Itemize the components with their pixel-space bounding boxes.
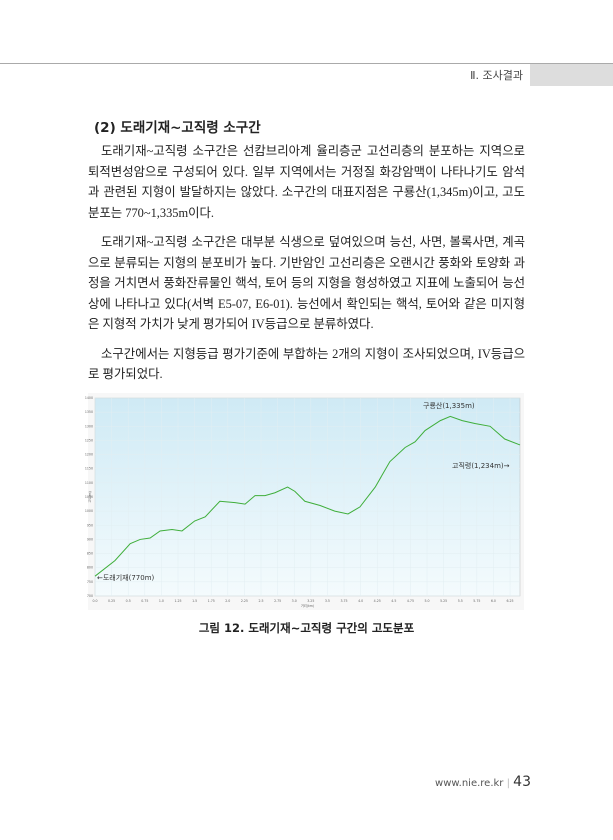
x-tick-label: 1.75 (208, 599, 215, 603)
y-tick-label: 800 (87, 566, 93, 570)
annotation: 고직령(1,234m)→ (452, 461, 510, 470)
y-tick-label: 750 (87, 580, 93, 584)
y-tick-label: 850 (87, 552, 93, 556)
x-tick-label: 1.5 (192, 599, 197, 603)
x-tick-label: 3.25 (307, 599, 314, 603)
header-section: Ⅱ. 조사결과 (470, 69, 523, 82)
x-tick-label: 3.5 (325, 599, 330, 603)
footer-url: www.nie.re.kr (435, 778, 504, 789)
footer: www.nie.re.kr | 43 (435, 774, 531, 790)
y-axis-label: 고도(m) (88, 491, 92, 502)
x-tick-label: 1.0 (159, 599, 164, 603)
x-tick-label: 4.25 (374, 599, 381, 603)
y-tick-label: 900 (87, 537, 93, 541)
annotation: ←도래기재(770m) (97, 573, 155, 582)
paragraph: 도래기재~고직령 소구간은 대부분 식생으로 덮여있으며 능선, 사면, 볼록사… (88, 235, 525, 331)
x-tick-label: 5.25 (440, 599, 447, 603)
x-tick-label: 4.75 (407, 599, 414, 603)
header-rule (0, 63, 613, 64)
y-tick-label: 950 (87, 523, 93, 527)
figure-caption: 그림 12. 도래기재~고직령 구간의 고도분포 (198, 621, 415, 635)
x-tick-label: 4.5 (391, 599, 396, 603)
x-tick-label: 0.25 (108, 599, 115, 603)
x-tick-label: 5.5 (458, 599, 463, 603)
y-tick-label: 700 (87, 594, 93, 598)
page-number: 43 (513, 774, 531, 790)
x-axis-label: 거리(km) (301, 603, 314, 608)
header-tab (530, 64, 613, 86)
x-tick-label: 6.0 (491, 599, 496, 603)
y-tick-label: 1300 (85, 424, 93, 428)
x-tick-label: 2.5 (258, 599, 263, 603)
x-tick-label: 2.0 (225, 599, 230, 603)
y-tick-label: 1100 (85, 481, 93, 485)
x-tick-label: 4.0 (358, 599, 363, 603)
section-title: (2) 도래기재~고직령 소구간 (94, 120, 261, 136)
x-tick-label: 2.75 (274, 599, 281, 603)
y-tick-label: 1250 (85, 438, 93, 442)
y-tick-label: 1050 (85, 495, 93, 499)
x-tick-label: 6.25 (506, 599, 513, 603)
line (94, 415, 521, 577)
x-tick-label: 0.75 (141, 599, 148, 603)
x-tick-label: 2.25 (241, 599, 248, 603)
x-tick-label: 5.75 (473, 599, 480, 603)
annotation: 구룡산(1,335m) (423, 401, 475, 410)
body-text: 도래기재~고직령 소구간은 선캄브리아계 율리층군 고선리층의 분포하는 지역으… (88, 141, 525, 394)
x-tick-label: 5.0 (424, 599, 429, 603)
x-tick-label: 0.5 (126, 599, 131, 603)
y-tick-label: 1150 (85, 467, 93, 471)
y-tick-label: 1200 (85, 453, 93, 457)
paragraph: 소구간에서는 지형등급 평가기준에 부합하는 2개의 지형이 조사되었으며, I… (88, 346, 525, 382)
y-tick-label: 1400 (85, 396, 93, 400)
paragraph: 도래기재~고직령 소구간은 선캄브리아계 율리층군 고선리층의 분포하는 지역으… (88, 144, 525, 220)
y-tick-label: 1350 (85, 410, 93, 414)
x-tick-label: 3.75 (340, 599, 347, 603)
x-tick-label: 0.0 (92, 599, 97, 603)
y-tick-label: 1000 (85, 509, 93, 513)
x-tick-label: 3.0 (292, 599, 297, 603)
x-tick-label: 1.25 (174, 599, 181, 603)
